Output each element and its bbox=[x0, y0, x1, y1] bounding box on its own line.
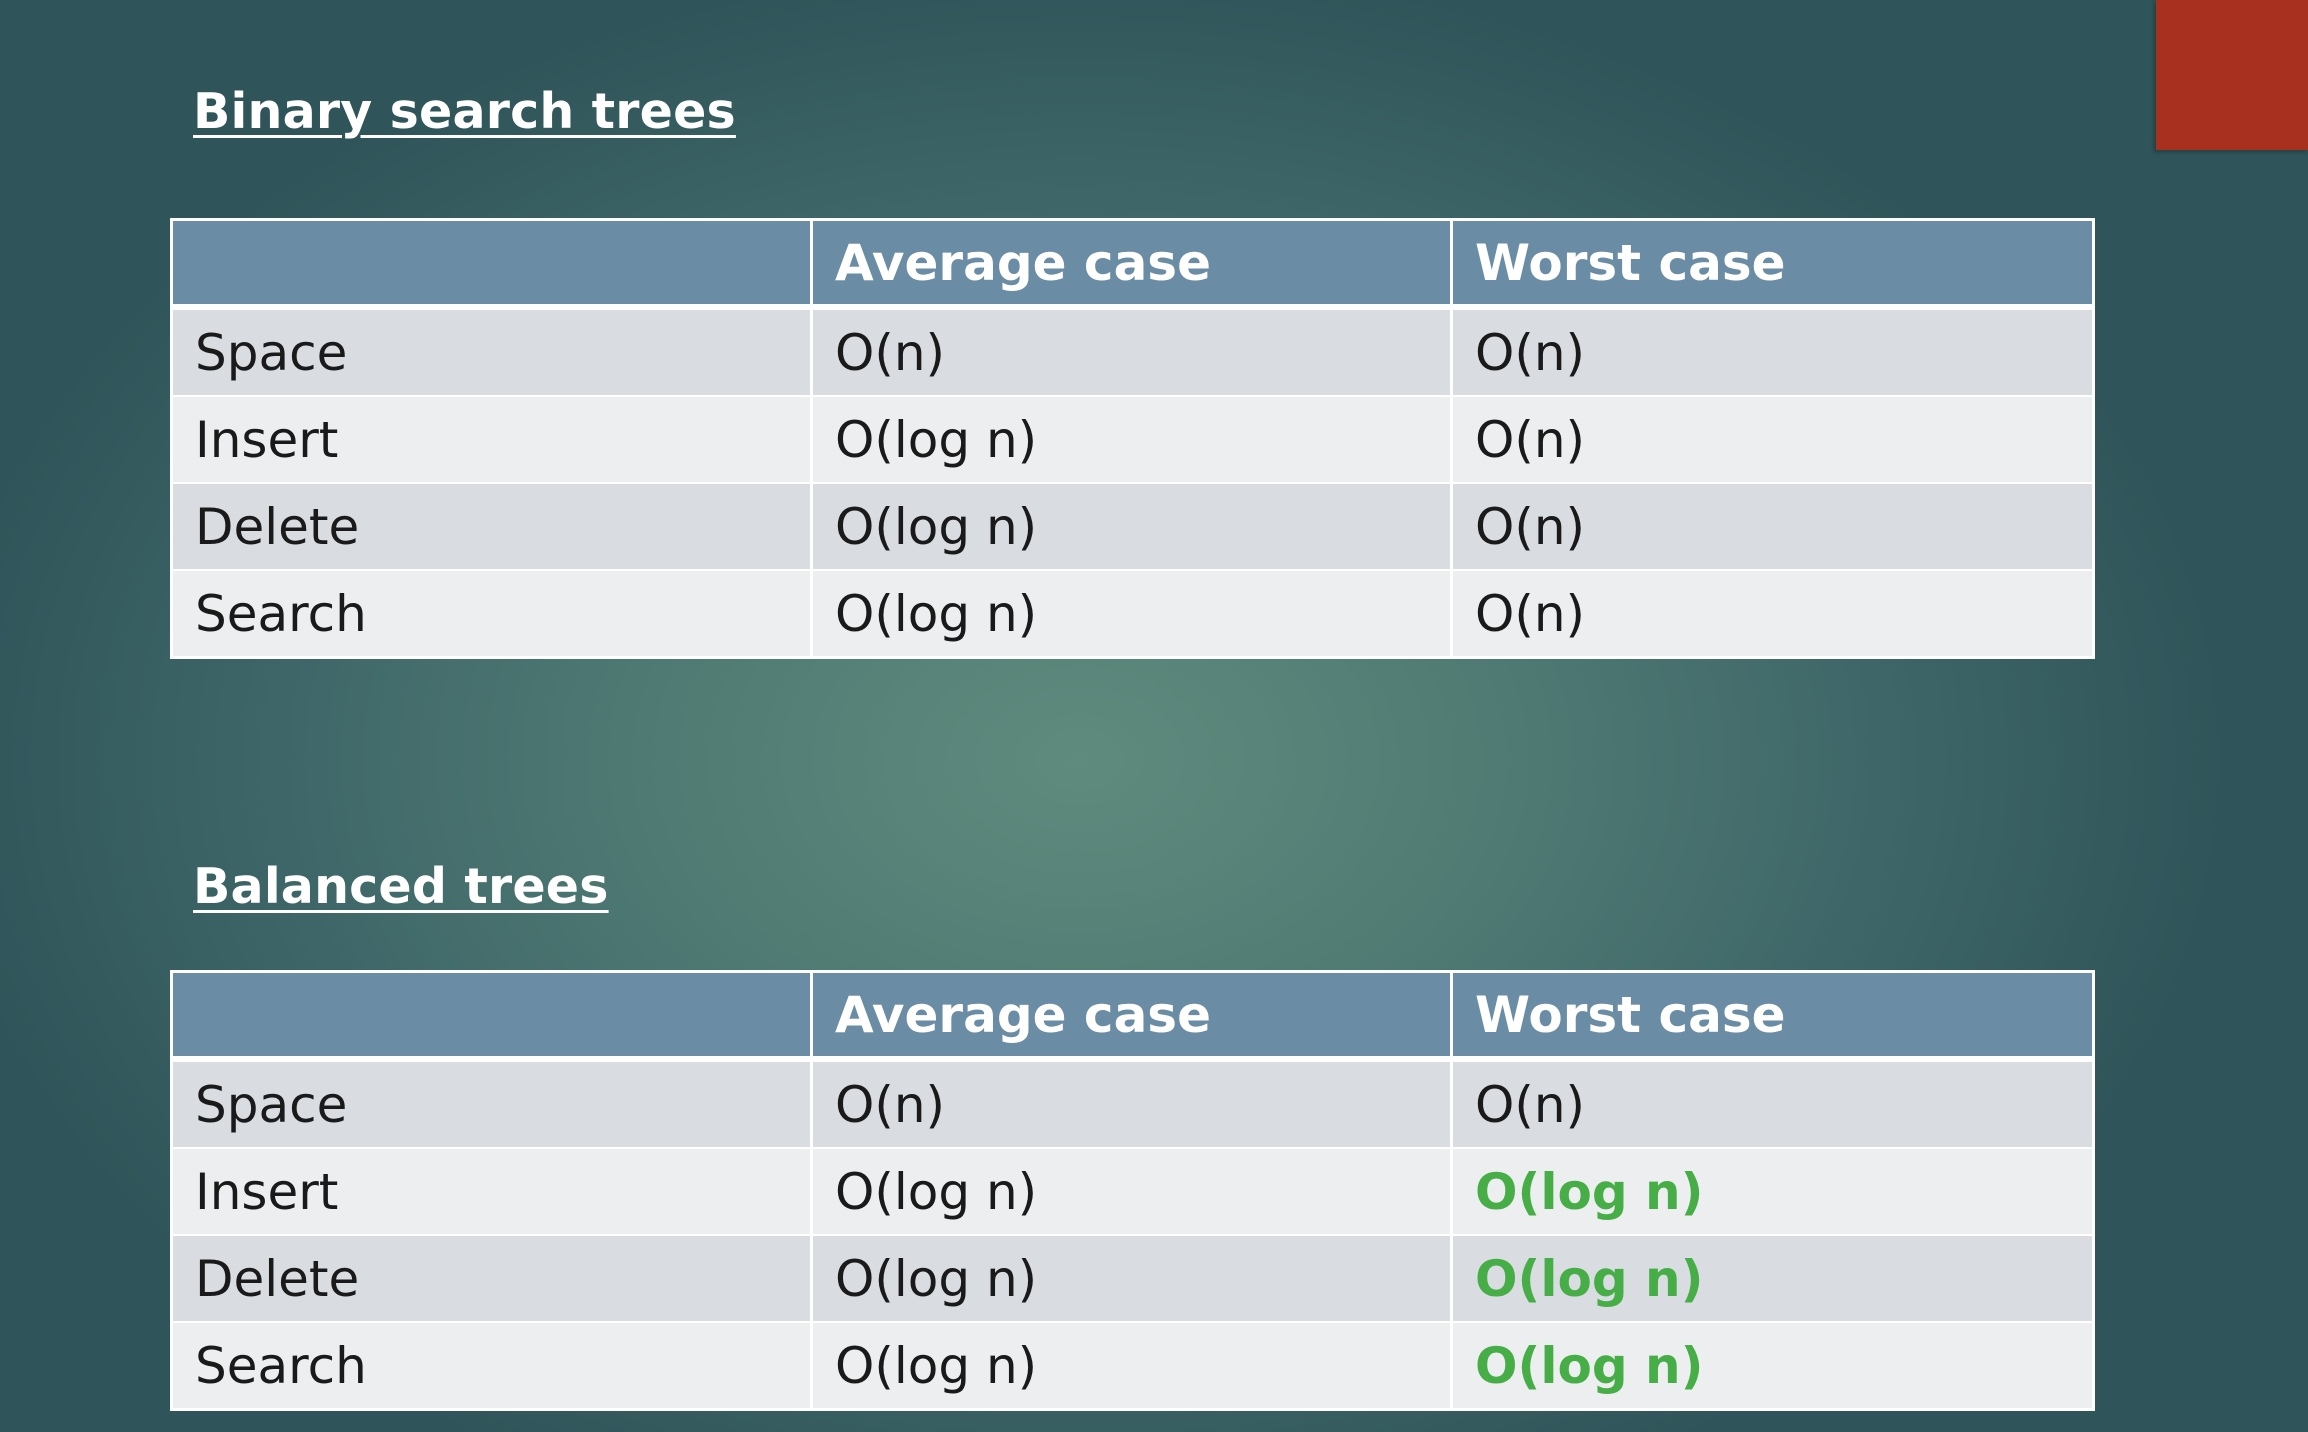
average-case-cell: O(log n) bbox=[810, 1321, 1452, 1410]
slide-accent-block bbox=[2156, 0, 2308, 150]
table-row: Delete O(log n) O(log n) bbox=[171, 1234, 2094, 1322]
table-row: Space O(n) O(n) bbox=[171, 306, 2094, 396]
worst-case-cell: O(n) bbox=[1450, 306, 2094, 396]
section-title-binary-search-trees: Binary search trees bbox=[193, 83, 736, 140]
header-cell-operation bbox=[171, 971, 812, 1062]
worst-case-cell-highlighted: O(log n) bbox=[1450, 1234, 2094, 1322]
operation-cell: Insert bbox=[171, 1147, 812, 1235]
header-cell-average-case: Average case bbox=[810, 219, 1452, 310]
table-row: Space O(n) O(n) bbox=[171, 1058, 2094, 1148]
worst-case-cell: O(n) bbox=[1450, 395, 2094, 483]
operation-cell: Insert bbox=[171, 395, 812, 483]
complexity-table-balanced-trees: Average case Worst case Space O(n) O(n) … bbox=[170, 970, 2095, 1411]
header-cell-worst-case: Worst case bbox=[1450, 219, 2094, 310]
worst-case-cell: O(n) bbox=[1450, 1058, 2094, 1148]
operation-cell: Space bbox=[171, 1058, 812, 1148]
section-title-balanced-trees: Balanced trees bbox=[193, 858, 609, 915]
average-case-cell: O(n) bbox=[810, 306, 1452, 396]
average-case-cell: O(log n) bbox=[810, 1234, 1452, 1322]
complexity-table-binary-search-trees: Average case Worst case Space O(n) O(n) … bbox=[170, 218, 2095, 659]
table-header-row: Average case Worst case bbox=[171, 971, 2094, 1062]
header-cell-operation bbox=[171, 219, 812, 310]
table-row: Search O(log n) O(n) bbox=[171, 569, 2094, 658]
table-row: Insert O(log n) O(n) bbox=[171, 395, 2094, 483]
average-case-cell: O(log n) bbox=[810, 395, 1452, 483]
worst-case-cell: O(n) bbox=[1450, 482, 2094, 570]
average-case-cell: O(log n) bbox=[810, 482, 1452, 570]
operation-cell: Delete bbox=[171, 1234, 812, 1322]
table-row: Search O(log n) O(log n) bbox=[171, 1321, 2094, 1410]
worst-case-cell-highlighted: O(log n) bbox=[1450, 1147, 2094, 1235]
header-cell-worst-case: Worst case bbox=[1450, 971, 2094, 1062]
operation-cell: Search bbox=[171, 1321, 812, 1410]
worst-case-cell: O(n) bbox=[1450, 569, 2094, 658]
table-row: Delete O(log n) O(n) bbox=[171, 482, 2094, 570]
table-row: Insert O(log n) O(log n) bbox=[171, 1147, 2094, 1235]
operation-cell: Space bbox=[171, 306, 812, 396]
operation-cell: Search bbox=[171, 569, 812, 658]
worst-case-cell-highlighted: O(log n) bbox=[1450, 1321, 2094, 1410]
average-case-cell: O(n) bbox=[810, 1058, 1452, 1148]
table-header-row: Average case Worst case bbox=[171, 219, 2094, 310]
average-case-cell: O(log n) bbox=[810, 569, 1452, 658]
operation-cell: Delete bbox=[171, 482, 812, 570]
average-case-cell: O(log n) bbox=[810, 1147, 1452, 1235]
header-cell-average-case: Average case bbox=[810, 971, 1452, 1062]
